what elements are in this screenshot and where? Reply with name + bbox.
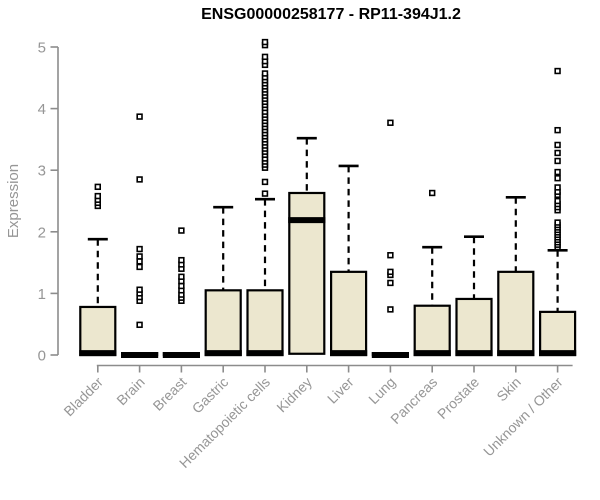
x-tick-label-brain: Brain (113, 374, 147, 408)
boxplot-skin (497, 196, 535, 357)
outlier-point (136, 245, 143, 253)
boxplot-hematopoietic-cells (246, 38, 284, 357)
y-tick-label: 2 (38, 224, 46, 241)
x-tick-label-liver: Liver (324, 374, 357, 407)
outlier-point (387, 268, 394, 276)
outlier-point (261, 178, 269, 186)
outlier-point (178, 282, 185, 290)
outlier-point (94, 183, 102, 191)
y-tick-label: 3 (38, 163, 46, 180)
boxplot-lung (371, 119, 409, 358)
outlier-point (554, 149, 561, 157)
outlier-point (178, 227, 185, 234)
boxplot-gastric (204, 205, 242, 357)
outlier-point (554, 157, 561, 165)
outlier-point (387, 252, 394, 259)
outlier-point (554, 175, 561, 182)
outlier-point (136, 258, 143, 265)
boxplot-prostate (455, 235, 493, 357)
iqr-box (538, 310, 577, 357)
outlier-point (387, 119, 394, 126)
outlier-point (136, 263, 143, 271)
boxplot-kidney (288, 136, 326, 355)
boxplot-breast (162, 227, 200, 358)
outlier-point (94, 192, 102, 200)
outlier-point (136, 286, 143, 293)
x-tick-label-unknown-other: Unknown / Other (480, 374, 566, 460)
outlier-point (136, 321, 143, 329)
iqr-box (455, 297, 493, 357)
iqr-box (330, 270, 368, 357)
iqr-box (79, 305, 117, 357)
outlier-point (261, 70, 269, 77)
x-tick-label-kidney: Kidney (273, 374, 315, 416)
y-axis: 0 1 2 3 4 5 Expression (5, 40, 59, 365)
boxplot-bladder (79, 183, 117, 357)
x-tick-label-skin: Skin (493, 374, 524, 405)
outlier-point (261, 38, 269, 46)
outlier-point (387, 306, 394, 313)
y-tick-label: 4 (38, 101, 46, 118)
x-tick-label-lung: Lung (365, 374, 398, 407)
iqr-box (204, 289, 242, 357)
y-axis-title: Expression (5, 164, 22, 238)
y-tick-label: 1 (38, 286, 46, 303)
iqr-box (413, 304, 451, 357)
iqr-box (246, 289, 284, 357)
y-tick-label: 5 (38, 40, 46, 57)
x-tick-label-prostate: Prostate (434, 374, 482, 422)
outlier-point (178, 256, 185, 264)
outlier-point (178, 273, 185, 280)
x-tick-label-breast: Breast (150, 374, 190, 414)
outlier-point (261, 53, 269, 61)
outlier-point (136, 176, 143, 183)
boxplot-pancreas (413, 189, 451, 357)
outlier-point (554, 126, 561, 134)
iqr-box (497, 270, 535, 357)
chart-title: ENSG00000258177 - RP11-394J1.2 (201, 6, 461, 23)
outlier-point (136, 113, 143, 120)
outlier-point (554, 219, 561, 226)
outlier-point (136, 253, 143, 260)
outlier-point (554, 184, 561, 191)
boxplot-liver (330, 164, 368, 357)
outlier-point (387, 279, 394, 287)
outlier-point (554, 67, 561, 75)
outlier-point (554, 141, 561, 149)
outlier-point (554, 168, 561, 176)
boxplot-brain (120, 113, 159, 358)
y-tick-label: 0 (38, 348, 46, 365)
outlier-point (554, 197, 561, 205)
outlier-point (428, 189, 436, 197)
outlier-point (261, 190, 269, 197)
boxplot-unknown-other (538, 67, 577, 357)
x-tick-label-bladder: Bladder (60, 374, 106, 420)
